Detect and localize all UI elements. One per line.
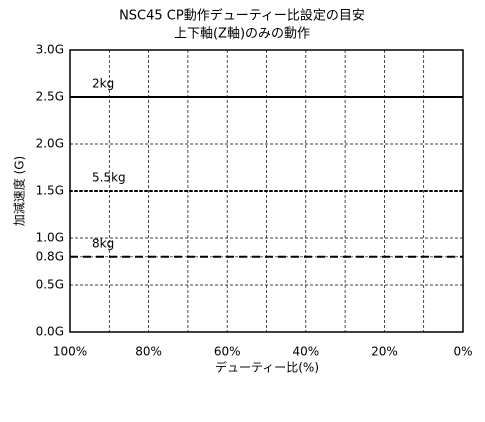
y-tick-label: 3.0G <box>36 43 64 57</box>
chart-subtitle: 上下軸(Z軸)のみの動作 <box>174 27 310 42</box>
x-tick-label: 100% <box>53 345 87 359</box>
x-tick-label: 20% <box>371 345 398 359</box>
y-axis-label: 加減速度 (G) <box>12 156 27 226</box>
y-tick-label: 0.8G <box>36 249 64 263</box>
y-tick-label: 2.5G <box>36 90 64 104</box>
x-axis-label: デューティー比(%) <box>215 360 319 375</box>
series-label: 8kg <box>92 236 114 250</box>
y-tick-label: 0.5G <box>36 278 64 292</box>
y-tick-label: 1.5G <box>36 184 64 198</box>
series-label: 2kg <box>92 77 114 91</box>
y-tick-label: 0.0G <box>36 325 64 339</box>
chart-title: NSC45 CP動作デューティー比設定の目安 <box>119 8 365 24</box>
x-tick-label: 80% <box>135 345 162 359</box>
y-tick-label: 1.0G <box>36 231 64 245</box>
x-tick-label: 40% <box>292 345 319 359</box>
series-label: 5.5kg <box>92 171 126 185</box>
y-tick-label: 2.0G <box>36 137 64 151</box>
x-tick-label: 60% <box>214 345 241 359</box>
x-tick-label: 0% <box>453 345 472 359</box>
